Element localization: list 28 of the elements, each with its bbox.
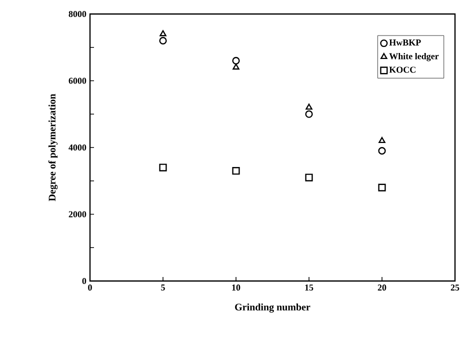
y-tick-label: 8000: [68, 10, 86, 18]
y-tick-label: 2000: [68, 211, 86, 218]
x-tick-label: 5: [161, 284, 165, 291]
point: [159, 164, 167, 172]
x-tick-label: 10: [232, 284, 240, 291]
legend-label: HwBKP: [389, 40, 421, 46]
point: [159, 36, 167, 44]
point: [378, 137, 386, 144]
point: [305, 110, 313, 118]
x-tick-label: 15: [305, 284, 314, 291]
legend-label: KOCC: [389, 66, 416, 73]
point: [232, 167, 240, 175]
point: [378, 147, 386, 155]
x-tick-label: 0: [88, 284, 92, 291]
y-axis-title: Degree of polymerization: [48, 94, 58, 202]
x-axis-title: Grinding number: [235, 303, 310, 313]
point: [232, 64, 240, 70]
point: [232, 56, 240, 65]
point: [378, 184, 386, 192]
x-tick-label: 25: [450, 284, 460, 291]
legend-label: White ledger: [389, 52, 439, 62]
y-tick-label: 0: [82, 278, 86, 284]
point: [160, 30, 166, 36]
point: [305, 174, 313, 182]
y-tick-label: 4000: [68, 144, 86, 151]
x-tick-label: 20: [378, 284, 386, 291]
point: [306, 104, 312, 110]
y-tick-label: 6000: [68, 78, 86, 84]
